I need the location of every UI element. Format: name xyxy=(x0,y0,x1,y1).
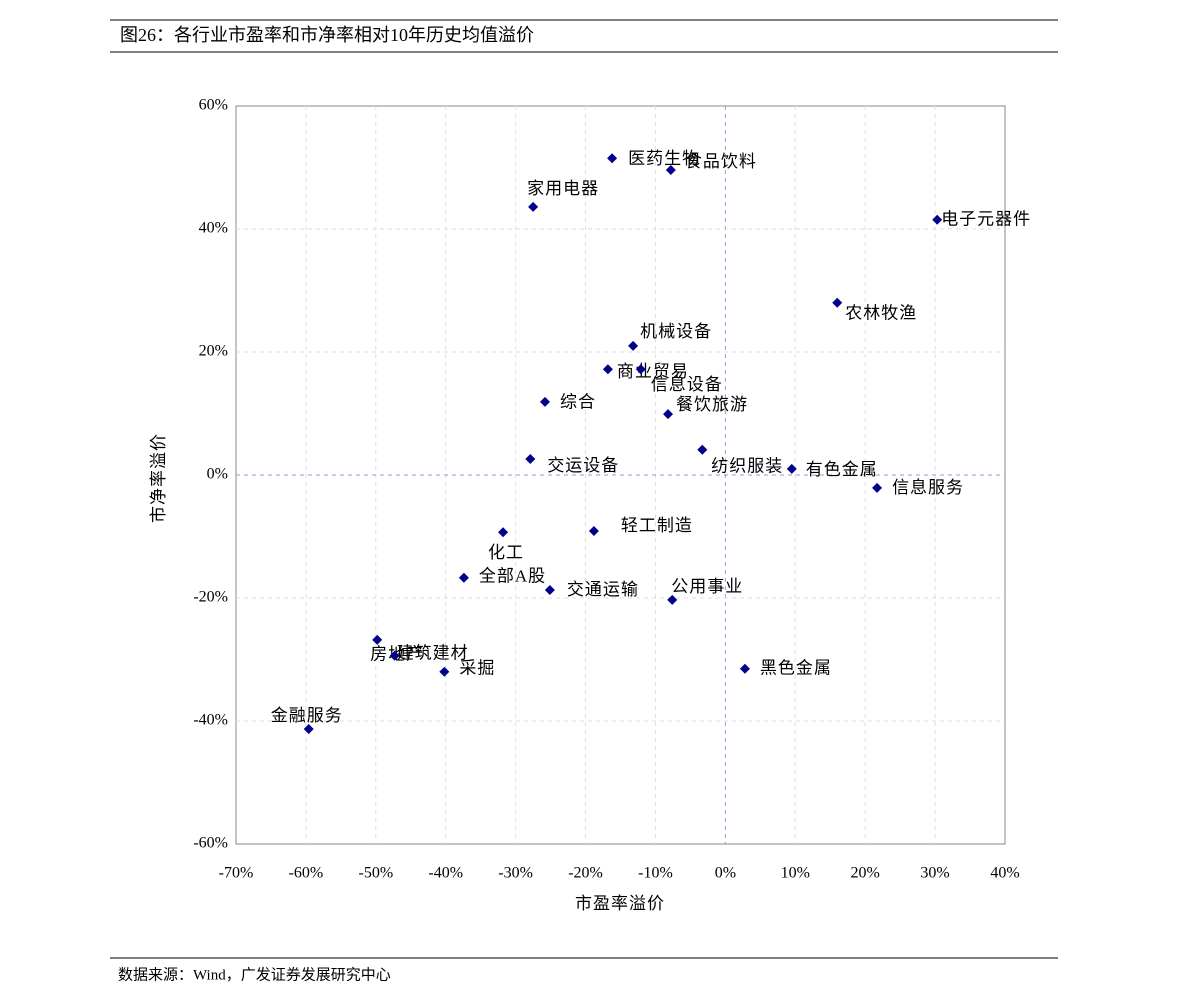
point-label: 化工 xyxy=(488,543,524,562)
point-label: 轻工制造 xyxy=(621,516,693,535)
point xyxy=(525,454,536,465)
x-tick-label: 20% xyxy=(851,865,880,882)
point-label: 信息服务 xyxy=(892,478,964,497)
point xyxy=(739,663,750,674)
point xyxy=(544,585,555,596)
point-label: 金融服务 xyxy=(271,706,343,725)
x-tick-label: -10% xyxy=(638,865,673,882)
y-tick-label: -20% xyxy=(193,589,228,606)
point xyxy=(389,650,400,661)
point-label: 综合 xyxy=(560,393,596,412)
point-label: 采掘 xyxy=(459,659,495,678)
point-label: 黑色金属 xyxy=(760,659,832,678)
point-label: 纺织服装 xyxy=(711,457,783,476)
point xyxy=(667,594,678,605)
x-axis-label: 市盈率溢价 xyxy=(575,894,665,913)
point xyxy=(628,340,639,351)
y-tick-label: -40% xyxy=(193,712,228,729)
chart-title: 图26：各行业市盈率和市净率相对10年历史均值溢价 xyxy=(120,25,534,45)
point-label: 信息设备 xyxy=(651,375,723,394)
y-tick-label: 0% xyxy=(207,466,228,483)
point xyxy=(786,463,797,474)
point-label: 商业贸易 xyxy=(617,362,689,381)
x-tick-label: 10% xyxy=(781,865,810,882)
point-label: 有色金属 xyxy=(806,460,878,479)
point xyxy=(607,153,618,164)
point xyxy=(458,572,469,583)
x-tick-label: -60% xyxy=(289,865,324,882)
point xyxy=(872,482,883,493)
x-tick-label: -40% xyxy=(428,865,463,882)
point xyxy=(697,444,708,455)
point xyxy=(439,666,450,677)
point xyxy=(303,723,314,734)
point-label: 建筑建材 xyxy=(397,644,469,663)
point xyxy=(539,396,550,407)
point xyxy=(663,409,674,420)
source-note: 数据来源：Wind，广发证券发展研究中心 xyxy=(118,966,391,983)
point-label: 家用电器 xyxy=(527,179,599,198)
point xyxy=(498,527,509,538)
point xyxy=(635,364,646,375)
y-tick-label: 20% xyxy=(199,343,228,360)
x-tick-label: 40% xyxy=(990,865,1019,882)
point-label: 公用事业 xyxy=(671,577,743,596)
y-tick-label: 40% xyxy=(199,220,228,237)
point-label: 交通运输 xyxy=(567,580,639,599)
point xyxy=(588,525,599,536)
point xyxy=(832,297,843,308)
point xyxy=(602,364,613,375)
point-label: 食品饮料 xyxy=(685,152,757,171)
x-tick-label: -70% xyxy=(219,865,254,882)
point xyxy=(372,634,383,645)
point-label: 全部A股 xyxy=(479,567,546,586)
x-tick-label: -20% xyxy=(568,865,603,882)
x-tick-label: -30% xyxy=(498,865,533,882)
point-label: 医药生物 xyxy=(628,149,700,168)
point-label: 电子元器件 xyxy=(941,210,1031,229)
x-tick-label: 30% xyxy=(920,865,949,882)
y-axis-label: 市净率溢价 xyxy=(149,433,168,523)
x-tick-label: 0% xyxy=(715,865,736,882)
point xyxy=(528,201,539,212)
point-label: 交运设备 xyxy=(547,456,619,475)
x-tick-label: -50% xyxy=(358,865,393,882)
point xyxy=(665,164,676,175)
y-tick-label: -60% xyxy=(193,835,228,852)
point-label: 农林牧渔 xyxy=(845,304,917,323)
point xyxy=(932,214,943,225)
point-label: 机械设备 xyxy=(640,322,712,341)
point-label: 餐饮旅游 xyxy=(676,395,748,414)
y-tick-label: 60% xyxy=(199,97,228,114)
